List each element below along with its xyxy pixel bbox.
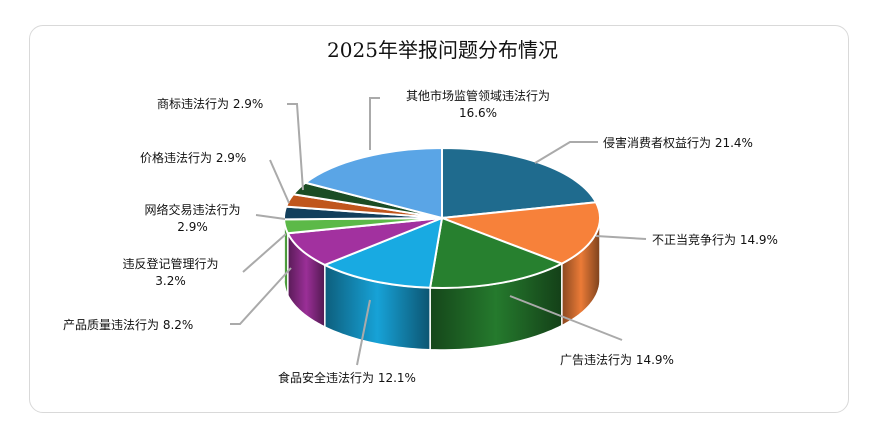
slice-top-9	[303, 146, 443, 220]
label-slice-7: 价格违法行为 2.9%	[140, 151, 247, 165]
label-slice-4: 产品质量违法行为 8.2%	[63, 318, 194, 332]
label-slice-9-value: 16.6%	[458, 106, 498, 120]
slice-top-0	[441, 146, 598, 220]
chart-title: 2025年举报问题分布情况	[327, 38, 558, 62]
label-slice-9: 其他市场监管领域违法行为 16.6%	[380, 88, 576, 122]
leader-line-6	[255, 214, 286, 220]
label-slice-6: 网络交易违法行为 2.9%	[130, 202, 255, 236]
leader-line-9	[369, 97, 380, 150]
slice-top-2	[428, 216, 565, 289]
leader-line-5	[242, 233, 287, 273]
slice-top-3	[322, 216, 444, 289]
leader-line-0	[534, 141, 598, 164]
leader-line-2	[509, 295, 623, 341]
label-slice-6-name: 网络交易违法行为	[144, 203, 241, 217]
label-slice-1: 不正当竞争行为 14.9%	[652, 233, 778, 247]
label-slice-5-value: 3.2%	[155, 274, 186, 288]
leader-line-7	[269, 159, 290, 204]
leader-line-4	[230, 267, 292, 325]
label-slice-5-name: 违反登记管理行为	[122, 257, 219, 271]
label-slice-5: 违反登记管理行为 3.2%	[108, 256, 233, 290]
label-slice-3: 食品安全违法行为 12.1%	[278, 371, 416, 385]
leader-line-3	[356, 299, 371, 366]
slice-top-1	[441, 201, 601, 265]
leader-line-8	[287, 103, 304, 191]
label-slice-2: 广告违法行为 14.9%	[560, 353, 674, 367]
label-slice-9-name: 其他市场监管领域违法行为	[405, 89, 550, 103]
label-slice-0: 侵害消费者权益行为 21.4%	[603, 136, 753, 150]
leader-line-1	[595, 235, 647, 240]
label-slice-6-value: 2.9%	[177, 220, 208, 234]
label-slice-8: 商标违法行为 2.9%	[157, 97, 264, 111]
